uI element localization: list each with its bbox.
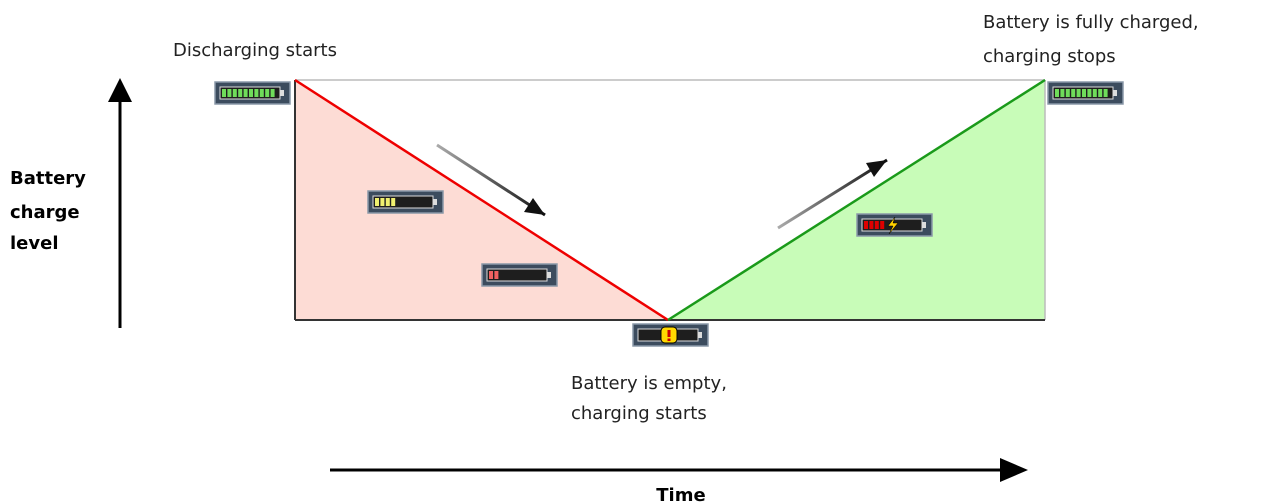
battery-cell [1065,89,1070,97]
battery-nub [698,332,702,338]
battery-nub [547,272,551,278]
battery-cell [375,198,379,206]
annotation: Battery is fully charged, [983,12,1199,33]
annotation: Discharging starts [173,40,337,61]
x-axis-arrowhead [1000,458,1028,482]
y-axis-label: charge [10,202,80,223]
battery-cell [385,198,390,206]
battery-cell [494,271,499,279]
battery-cell [1071,89,1076,97]
battery-cell [232,89,237,97]
battery-cell [227,89,232,97]
battery-cell [489,271,493,279]
discharge-arrow [436,143,546,217]
battery-cell [270,89,275,97]
battery-cell [265,89,270,97]
battery-bolt [887,216,899,235]
battery-cell [880,221,885,229]
battery-nub [433,199,437,205]
battery [856,213,933,237]
y-axis-arrowhead [108,78,132,102]
annotation: charging stops [983,46,1116,67]
battery-cell [1087,89,1092,97]
battery-cell [1060,89,1065,97]
battery [481,263,558,287]
battery-icons [214,81,1124,347]
battery-cell [1092,89,1097,97]
battery-cell [1055,89,1059,97]
battery-cell [259,89,264,97]
charge-line [667,78,1046,322]
battery-cell [249,89,253,97]
y-axis-label: level [10,233,59,254]
battery-cell [1082,89,1086,97]
charge-arrowhead [866,160,887,177]
battery [214,81,291,105]
battery-cell [380,198,385,206]
charge-arrow [777,158,888,230]
battery-cell [874,221,879,229]
battery-cell [864,221,868,229]
battery-cell [1103,89,1108,97]
discharge-line [294,78,669,322]
battery [367,190,444,214]
y-axis-label: Battery [10,168,86,189]
battery [1047,81,1124,105]
battery-cell [222,89,226,97]
battery-cell [1098,89,1103,97]
annotation: Battery is empty, [571,373,727,394]
battery-cell [238,89,243,97]
battery-warning-mark [667,330,671,337]
battery-warning-dot [667,338,671,341]
battery-nub [280,90,284,96]
battery-nub [922,222,926,228]
battery-cell [243,89,248,97]
battery-cell [391,198,396,206]
discharge-arrowhead [524,198,545,215]
battery-cell [254,89,259,97]
x-axis-label: Time [656,485,705,503]
battery-nub [1113,90,1117,96]
battery-cell [869,221,874,229]
annotation: charging starts [571,403,707,424]
battery [632,323,709,347]
battery-cell [1076,89,1081,97]
